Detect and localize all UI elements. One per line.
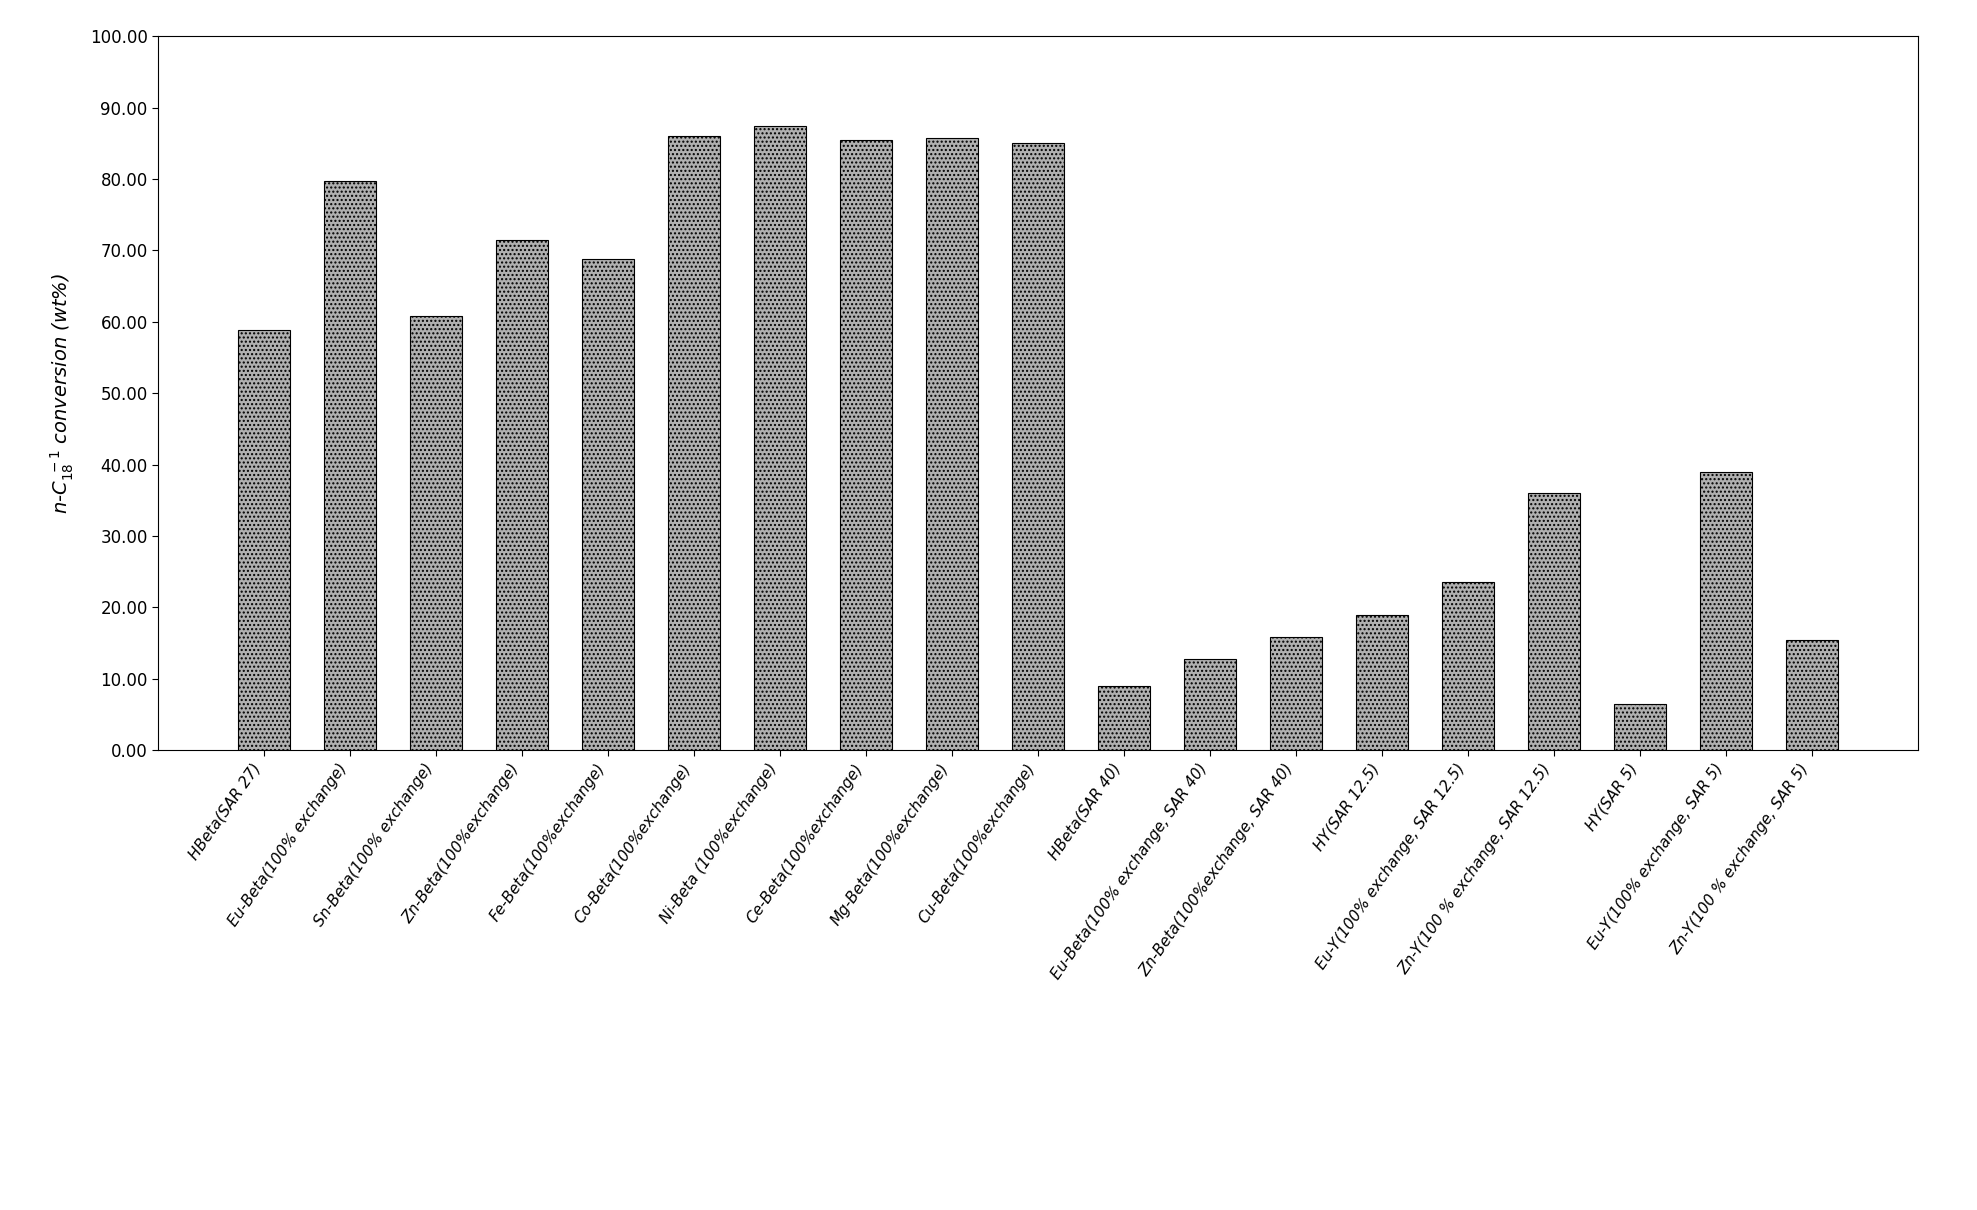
- Bar: [409, 316, 463, 750]
- Bar: [1356, 615, 1408, 750]
- Bar: [753, 126, 807, 750]
- Bar: [496, 240, 548, 750]
- Y-axis label: $n$-$C_{18}^{\ -1}$ conversion (wt%): $n$-$C_{18}^{\ -1}$ conversion (wt%): [49, 272, 75, 514]
- Bar: [925, 138, 979, 750]
- Bar: [1269, 638, 1323, 750]
- Bar: [581, 259, 635, 750]
- Bar: [1613, 704, 1667, 750]
- Bar: [324, 180, 376, 750]
- Bar: [237, 330, 291, 750]
- Bar: [1012, 144, 1064, 750]
- Bar: [1700, 472, 1752, 750]
- Bar: [1184, 658, 1236, 750]
- Bar: [1785, 640, 1839, 750]
- Bar: [1528, 494, 1580, 750]
- Bar: [1441, 582, 1495, 750]
- Bar: [668, 137, 720, 750]
- Bar: [840, 140, 892, 750]
- Bar: [1097, 686, 1151, 750]
